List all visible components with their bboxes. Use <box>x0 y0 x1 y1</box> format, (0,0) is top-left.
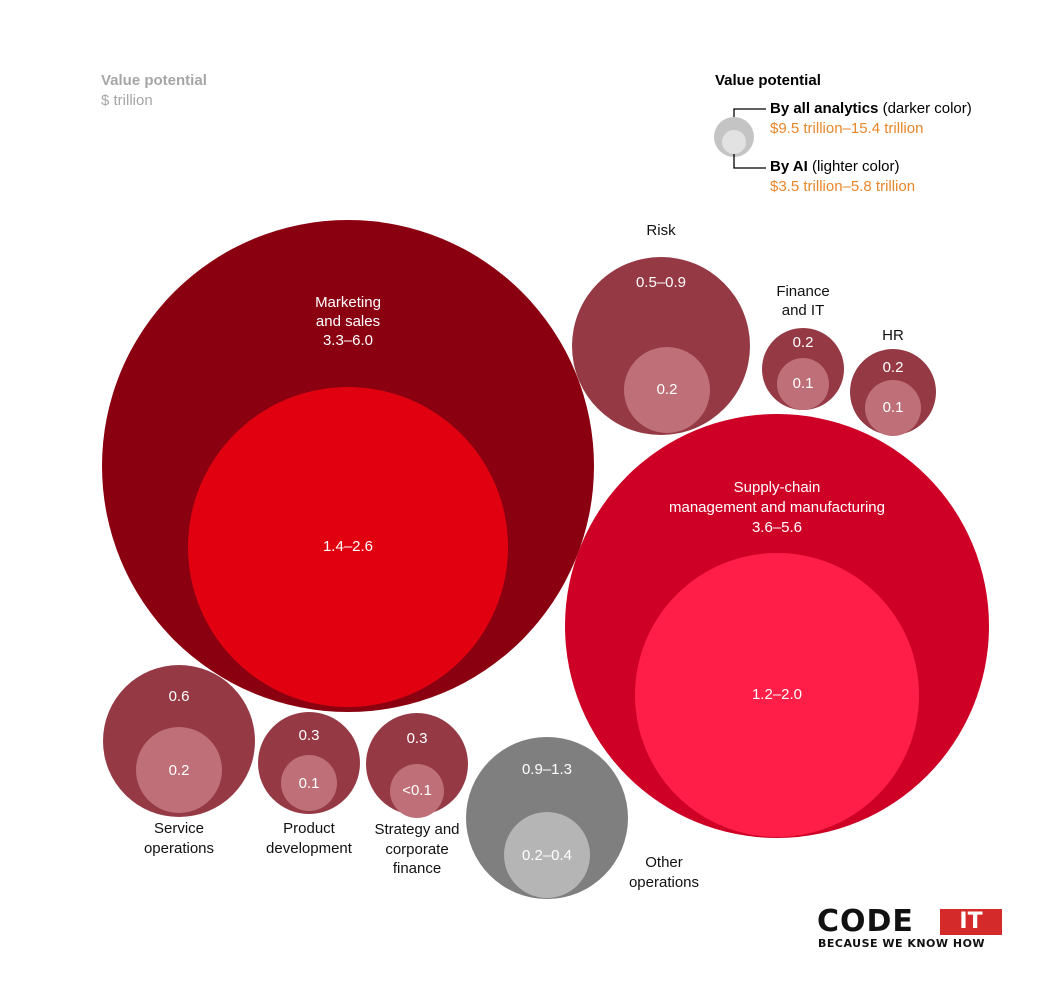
bubble-category-label: Supply-chain <box>734 479 821 496</box>
bubble-analytics-value: 0.2 <box>793 334 814 351</box>
bubble-group: HR 0.2 0.1 <box>850 327 936 436</box>
bubble-group: Marketing and sales 3.3–6.0 1.4–2.6 <box>102 220 594 712</box>
bubble-ai-value: 0.1 <box>299 775 320 792</box>
bubble-ai <box>390 764 444 818</box>
bubble-category-label: operations <box>629 874 699 891</box>
bubble-ai-value: <0.1 <box>402 782 432 799</box>
bubble-ai <box>635 553 919 837</box>
bubble-group: Other operations 0.9–1.3 0.2–0.4 <box>466 737 699 899</box>
bubble-category-label: operations <box>144 840 214 857</box>
bubble-ai <box>504 812 590 898</box>
bubble-category-label: Finance <box>776 283 829 300</box>
bubble-ai <box>624 347 710 433</box>
bubble-ai <box>865 380 921 436</box>
chart-header-title: Value potential <box>101 72 207 89</box>
legend-all-analytics-note: (darker color) <box>878 100 972 117</box>
bubble-ai <box>777 358 829 410</box>
bubble-category-label: Risk <box>646 222 676 239</box>
bubble-analytics-value: 0.3 <box>299 727 320 744</box>
bubble-ai-value: 1.2–2.0 <box>752 686 802 703</box>
bubble-analytics-value: 3.6–5.6 <box>752 519 802 536</box>
bubble-category-label: Marketing <box>315 294 381 311</box>
bubble-ai <box>281 755 337 811</box>
bubble-ai-value: 0.2 <box>169 762 190 779</box>
bubble-category-label: Strategy and <box>374 821 459 838</box>
legend-icon-inner <box>722 130 746 154</box>
bubble-analytics-value: 0.6 <box>169 688 190 705</box>
bubble-group: Strategy and corporate finance 0.3 <0.1 <box>366 713 468 877</box>
legend-all-analytics-range: $9.5 trillion–15.4 trillion <box>770 120 924 137</box>
legend-ai-label: By AI <box>770 158 808 175</box>
legend-title: Value potential <box>715 72 821 89</box>
bubble-category-label: Product <box>283 820 336 837</box>
bubble-analytics-value: 0.5–0.9 <box>636 274 686 291</box>
bubble-ai-value: 1.4–2.6 <box>323 538 373 555</box>
bubble-category-label: Other <box>645 854 683 871</box>
bubble-group: Supply-chain management and manufacturing… <box>565 414 989 838</box>
legend-icon <box>714 108 766 169</box>
bubbles-group: Marketing and sales 3.3–6.0 1.4–2.6 Supply-c… <box>102 220 989 899</box>
bubble-analytics-value: 0.3 <box>407 730 428 747</box>
bubble-group: Finance and IT 0.2 0.1 <box>762 283 844 410</box>
bubble-ai-value: 0.2 <box>657 381 678 398</box>
legend-connector-all <box>733 108 766 117</box>
bubble-ai-value: 0.1 <box>883 399 904 416</box>
legend-ai-row: By AI (lighter color) <box>770 158 900 175</box>
code-it-logo: CODE IT BECAUSE WE KNOW HOW <box>817 907 1007 951</box>
bubble-group: Service operations 0.6 0.2 <box>103 665 255 857</box>
bubble-category-label: Service <box>154 820 204 837</box>
bubble-analytics-value: 0.2 <box>883 359 904 376</box>
logo-badge: IT <box>940 909 1002 935</box>
bubble-ai <box>188 387 508 707</box>
bubble-category-label: HR <box>882 327 904 344</box>
legend-connector-ai <box>733 154 766 169</box>
bubble-category-label: management and manufacturing <box>669 499 885 516</box>
bubble-group: Risk 0.5–0.9 0.2 <box>572 222 750 435</box>
legend-ai-note: (lighter color) <box>807 158 900 175</box>
bubble-category-label: corporate <box>385 841 448 858</box>
bubble-category-label: and IT <box>782 302 825 319</box>
chart-header-unit: $ trillion <box>101 92 153 109</box>
legend-ai-range: $3.5 trillion–5.8 trillion <box>770 178 916 195</box>
bubble-ai-value: 0.1 <box>793 375 814 392</box>
logo-word: CODE <box>817 904 914 939</box>
bubble-analytics-value: 0.9–1.3 <box>522 761 572 778</box>
bubble-category-label: and sales <box>316 313 380 330</box>
bubble-ai-value: 0.2–0.4 <box>522 847 572 864</box>
bubble-category-label: development <box>266 840 353 857</box>
bubble-category-label: finance <box>393 860 441 877</box>
legend-all-analytics-label: By all analytics <box>770 100 879 117</box>
legend-all-analytics-row: By all analytics (darker color) <box>770 100 972 117</box>
bubble-group: Product development 0.3 0.1 <box>258 712 360 857</box>
bubble-ai <box>136 727 222 813</box>
bubble-analytics-value: 3.3–6.0 <box>323 332 373 349</box>
logo-tagline: BECAUSE WE KNOW HOW <box>818 937 986 950</box>
